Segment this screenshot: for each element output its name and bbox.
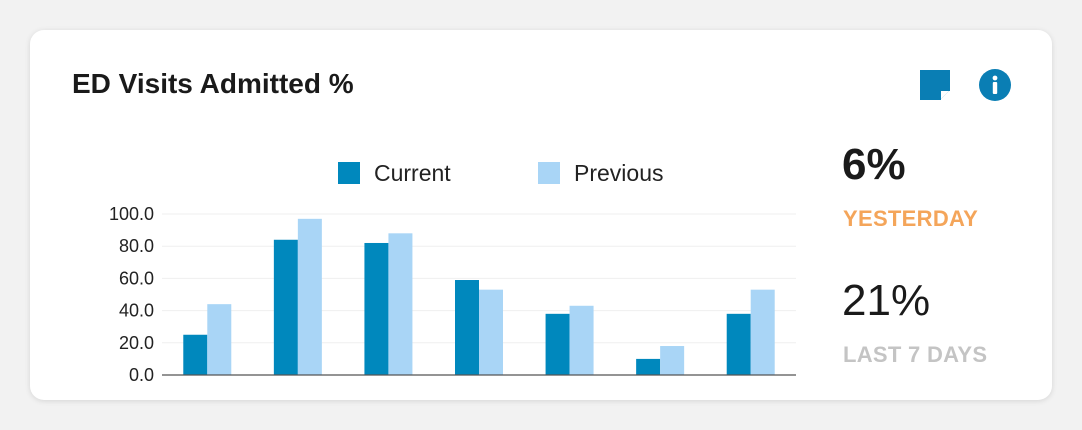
kpi-last7-value: 21% bbox=[842, 276, 931, 325]
bar-current-wed bbox=[364, 242, 389, 375]
kpi-yesterday-label: YESTERDAY bbox=[843, 206, 979, 231]
x-tick-label: Mon bbox=[189, 388, 226, 390]
y-tick-label: 40.0 bbox=[119, 301, 154, 321]
y-tick-label: 60.0 bbox=[119, 268, 154, 288]
y-tick-label: 0.0 bbox=[129, 365, 154, 385]
info-icon[interactable] bbox=[978, 68, 1012, 102]
bar-previous-sun bbox=[750, 289, 775, 375]
bar-current-sun bbox=[726, 313, 751, 375]
bar-previous-tue bbox=[297, 218, 322, 375]
bar-previous-thu bbox=[479, 289, 503, 375]
bar-previous-fri bbox=[569, 305, 594, 375]
bar-previous-mon bbox=[207, 304, 232, 375]
x-tick-label: Tue bbox=[282, 388, 314, 390]
x-tick-label: Fri bbox=[558, 388, 580, 390]
x-tick-label: Sat bbox=[646, 388, 675, 390]
bar-current-tue bbox=[273, 239, 298, 375]
y-tick-label: 100.0 bbox=[109, 204, 154, 224]
card-title: ED Visits Admitted % bbox=[72, 68, 354, 99]
bar-current-thu bbox=[455, 280, 479, 375]
x-tick-label: Sun bbox=[734, 388, 768, 390]
bar-chart: 0.0 20.0 40.0 60.0 80.0 100.0 Mon Tue Wed Thu Fri S… bbox=[109, 160, 796, 390]
legend-label-current: Current bbox=[374, 160, 451, 186]
legend-swatch-current bbox=[338, 162, 360, 184]
kpi-last7-label: LAST 7 DAYS bbox=[843, 342, 988, 367]
bar-previous-wed bbox=[388, 233, 413, 375]
bar-current-fri bbox=[545, 313, 570, 375]
ed-visits-card: ED Visits Admitted % 0.0 20.0 40.0 60.0 80.0… bbox=[30, 30, 1052, 400]
legend-label-previous: Previous bbox=[574, 160, 663, 186]
x-tick-label: Wed bbox=[369, 388, 408, 390]
x-tick-label: Thu bbox=[463, 388, 496, 390]
bar-previous-sat bbox=[660, 346, 685, 375]
sticky-note-icon[interactable] bbox=[918, 68, 952, 102]
kpi-yesterday-value: 6% bbox=[842, 140, 906, 189]
bar-current-sat bbox=[636, 358, 661, 375]
y-tick-label: 20.0 bbox=[119, 333, 154, 353]
bar-current-mon bbox=[183, 334, 208, 375]
y-tick-label: 80.0 bbox=[119, 236, 154, 256]
legend-swatch-previous bbox=[538, 162, 560, 184]
